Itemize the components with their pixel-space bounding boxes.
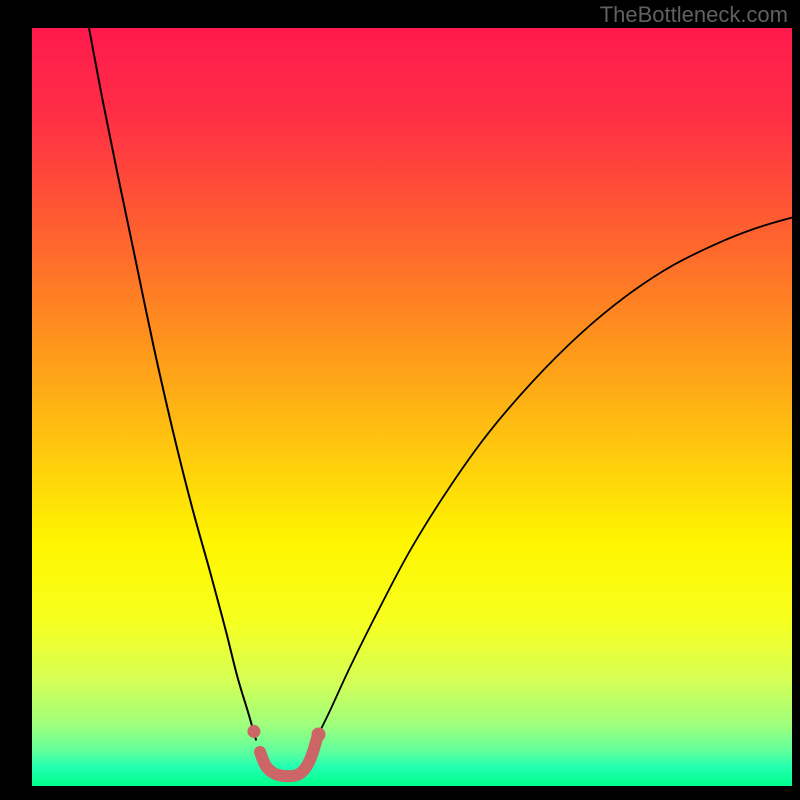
plot-area — [32, 28, 792, 786]
gradient-background — [32, 28, 792, 786]
frame-left — [0, 0, 32, 800]
watermark-text: TheBottleneck.com — [600, 2, 788, 28]
valley-detached-dot — [247, 725, 260, 738]
frame-bottom — [0, 786, 800, 800]
chart-stage: TheBottleneck.com — [0, 0, 800, 800]
plot-svg — [32, 28, 792, 786]
frame-right — [792, 0, 800, 800]
valley-end-dot — [312, 727, 326, 741]
